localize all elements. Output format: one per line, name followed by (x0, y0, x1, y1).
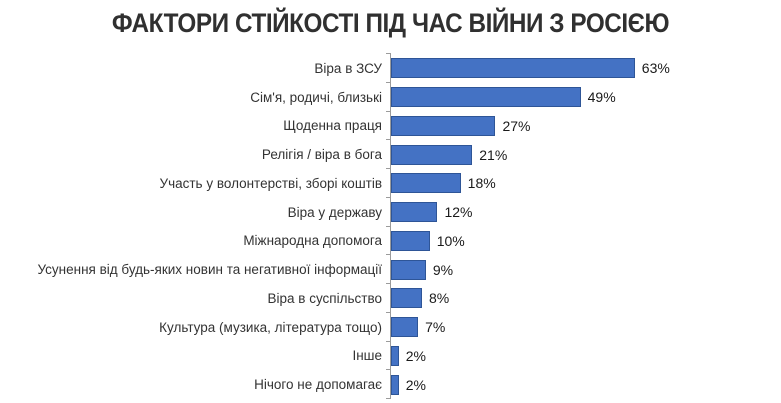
resilience-factors-chart: ФАКТОРИ СТІЙКОСТІ ПІД ЧАС ВІЙНИ З РОСІЄЮ… (0, 5, 781, 403)
value-label: 21% (479, 146, 508, 163)
chart-title: ФАКТОРИ СТІЙКОСТІ ПІД ЧАС ВІЙНИ З РОСІЄЮ (111, 8, 670, 38)
category-label: Участь у волонтерстві, зборі коштів (159, 175, 383, 191)
value-label: 8% (428, 290, 450, 307)
category-label: Інше (352, 348, 382, 364)
value-label: 10% (436, 232, 465, 249)
bar-zone: 2% (386, 340, 781, 371)
category-label: Міжнародна допомога (243, 233, 382, 249)
chart-row: Віра в ЗСУ 63% (0, 53, 781, 83)
value-label: 2% (405, 376, 426, 393)
value-label: 7% (425, 319, 446, 336)
category-label: Віра в ЗСУ (314, 60, 382, 76)
chart-row: Усунення від будь-яких новин та негативн… (0, 254, 781, 284)
bar-zone: 8% (386, 283, 781, 313)
bar (391, 87, 581, 108)
bar-zone: 9% (386, 254, 781, 284)
bar (391, 202, 438, 223)
chart-row: Міжнародна допомога 10% (0, 225, 781, 256)
value-label: 63% (641, 60, 670, 77)
bar-chart-plot-area: Віра в ЗСУ 63% Сім'я, родичі, близькі 49… (0, 53, 781, 399)
bar-zone: 12% (386, 196, 781, 227)
chart-row: Щоденна праця 27% (0, 110, 781, 141)
chart-row: Віра в суспільство 8% (0, 283, 781, 313)
bar (391, 374, 399, 395)
chart-row: Нічого не допомагає 2% (0, 369, 781, 399)
bar (391, 144, 473, 165)
chart-row: Участь у волонтерстві, зборі коштів 18% (0, 168, 781, 198)
bar (391, 173, 461, 194)
bar (391, 288, 422, 309)
bar (391, 230, 430, 251)
value-label: 2% (405, 347, 426, 364)
bar-zone: 10% (386, 225, 781, 256)
category-label: Сім'я, родичі, близькі (250, 89, 382, 105)
chart-row: Віра у державу 12% (0, 196, 781, 227)
bar-zone: 7% (386, 311, 781, 342)
chart-row: Культура (музика, література тощо) 7% (0, 311, 781, 342)
bar-zone: 2% (386, 369, 781, 399)
bar-zone: 49% (386, 81, 781, 112)
bar (391, 115, 496, 136)
category-label: Усунення від будь-яких новин та негативн… (37, 262, 383, 278)
category-label: Нічого не допомагає (254, 377, 382, 393)
bar-zone: 21% (386, 139, 781, 169)
bar (391, 317, 419, 338)
category-label: Щоденна праця (283, 118, 382, 134)
value-label: 49% (587, 89, 616, 106)
category-label: Релігія / віра в бога (261, 147, 382, 163)
category-label: Віра в суспільство (267, 290, 382, 306)
chart-row: Релігія / віра в бога 21% (0, 139, 781, 169)
chart-row: Інше 2% (0, 340, 781, 371)
bar (391, 345, 399, 366)
bar (391, 259, 426, 280)
bar (391, 58, 635, 79)
value-label: 9% (432, 261, 454, 278)
value-label: 18% (467, 175, 496, 192)
value-label: 27% (502, 117, 531, 134)
bar-zone: 27% (386, 110, 781, 141)
chart-row: Сім'я, родичі, близькі 49% (0, 81, 781, 112)
bar-zone: 63% (386, 53, 781, 83)
bar-zone: 18% (386, 168, 781, 198)
category-label: Віра у державу (287, 204, 382, 220)
value-label: 12% (444, 204, 473, 221)
category-label: Культура (музика, література тощо) (159, 319, 382, 335)
